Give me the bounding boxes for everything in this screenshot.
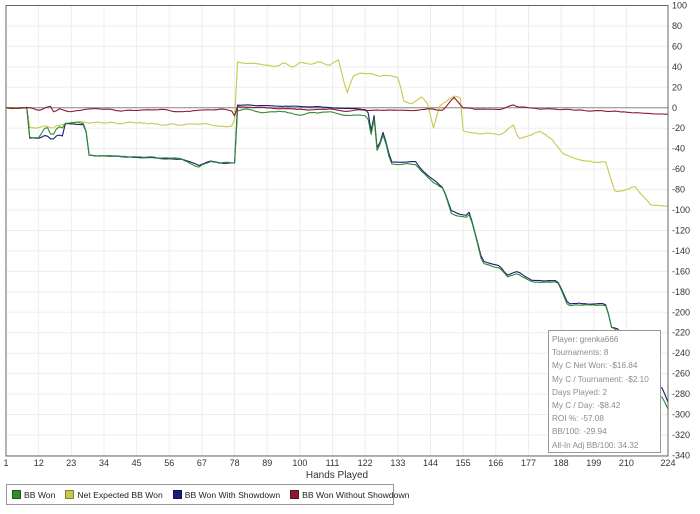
svg-text:155: 155 bbox=[456, 458, 471, 468]
svg-text:199: 199 bbox=[586, 458, 601, 468]
svg-text:45: 45 bbox=[132, 458, 142, 468]
svg-text:56: 56 bbox=[164, 458, 174, 468]
svg-text:80: 80 bbox=[672, 21, 682, 31]
svg-text:67: 67 bbox=[197, 458, 207, 468]
svg-text:122: 122 bbox=[358, 458, 373, 468]
svg-text:23: 23 bbox=[66, 458, 76, 468]
svg-text:-120: -120 bbox=[672, 226, 690, 236]
svg-text:-100: -100 bbox=[672, 205, 690, 215]
svg-text:166: 166 bbox=[488, 458, 503, 468]
svg-text:-260: -260 bbox=[672, 369, 690, 379]
svg-text:89: 89 bbox=[262, 458, 272, 468]
svg-text:188: 188 bbox=[554, 458, 569, 468]
svg-text:78: 78 bbox=[230, 458, 240, 468]
svg-text:-220: -220 bbox=[672, 328, 690, 338]
svg-text:1: 1 bbox=[3, 458, 8, 468]
svg-text:-280: -280 bbox=[672, 389, 690, 399]
svg-text:-60: -60 bbox=[672, 164, 685, 174]
svg-text:210: 210 bbox=[619, 458, 634, 468]
svg-text:-20: -20 bbox=[672, 123, 685, 133]
svg-text:144: 144 bbox=[423, 458, 438, 468]
svg-text:Hands Played: Hands Played bbox=[306, 470, 368, 481]
svg-text:34: 34 bbox=[99, 458, 109, 468]
svg-text:-320: -320 bbox=[672, 430, 690, 440]
svg-text:40: 40 bbox=[672, 62, 682, 72]
svg-text:-160: -160 bbox=[672, 266, 690, 276]
svg-text:0: 0 bbox=[672, 103, 677, 113]
svg-text:177: 177 bbox=[521, 458, 536, 468]
svg-text:-200: -200 bbox=[672, 307, 690, 317]
svg-text:-40: -40 bbox=[672, 144, 685, 154]
svg-text:100: 100 bbox=[672, 1, 687, 11]
svg-text:133: 133 bbox=[390, 458, 405, 468]
svg-text:100: 100 bbox=[292, 458, 307, 468]
svg-text:-80: -80 bbox=[672, 185, 685, 195]
svg-text:-180: -180 bbox=[672, 287, 690, 297]
svg-text:20: 20 bbox=[672, 82, 682, 92]
svg-text:-140: -140 bbox=[672, 246, 690, 256]
svg-text:60: 60 bbox=[672, 41, 682, 51]
svg-text:111: 111 bbox=[326, 458, 340, 468]
svg-text:-300: -300 bbox=[672, 410, 690, 420]
svg-text:12: 12 bbox=[34, 458, 44, 468]
svg-text:-240: -240 bbox=[672, 348, 690, 358]
svg-text:-340: -340 bbox=[672, 451, 690, 461]
